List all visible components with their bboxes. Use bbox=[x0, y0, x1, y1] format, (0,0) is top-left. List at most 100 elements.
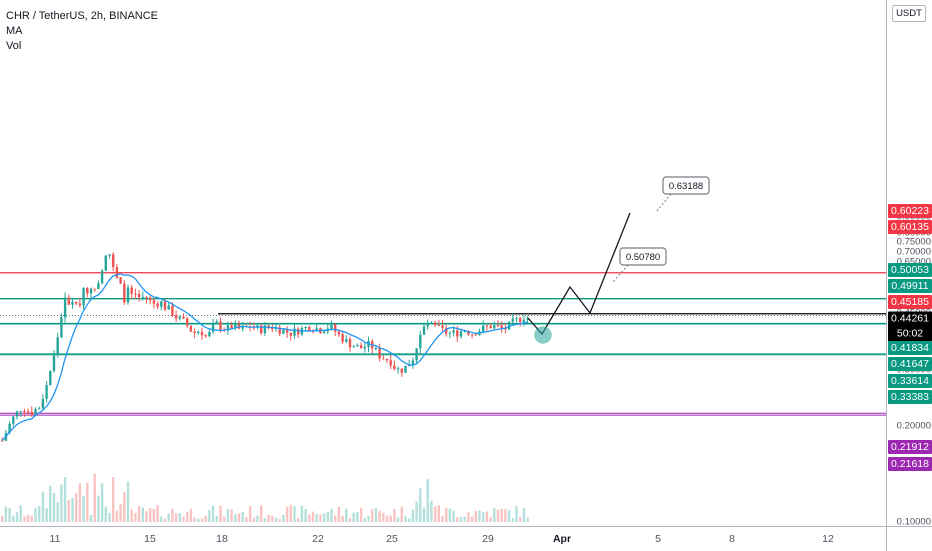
candle-body bbox=[330, 324, 333, 329]
candle-body bbox=[452, 330, 455, 333]
candle-body bbox=[237, 323, 241, 329]
volume-bar bbox=[141, 507, 144, 522]
volume-bar bbox=[441, 516, 444, 522]
candle-body bbox=[470, 334, 474, 336]
candle-body bbox=[252, 327, 255, 329]
time-tick: 15 bbox=[144, 533, 156, 545]
volume-bar bbox=[356, 512, 359, 522]
volume-bar bbox=[15, 512, 19, 522]
volume-bar bbox=[463, 516, 466, 522]
volume-indicator-label[interactable]: Vol bbox=[6, 40, 22, 52]
candle-body bbox=[411, 360, 415, 366]
candle-body bbox=[82, 287, 85, 306]
volume-bar bbox=[411, 509, 415, 522]
time-tick: 11 bbox=[49, 533, 61, 545]
candle-body bbox=[441, 325, 444, 328]
volume-bar bbox=[237, 513, 241, 522]
volume-bar bbox=[1, 515, 4, 522]
volume-bar bbox=[211, 505, 215, 522]
candle-body bbox=[167, 305, 170, 310]
candle-body bbox=[334, 324, 337, 332]
candle-body bbox=[507, 321, 511, 330]
candle-body bbox=[337, 331, 341, 335]
chart-area[interactable]: 0.63188 0.50780 CHR / TetherUS, 2h, BINAN… bbox=[0, 0, 886, 526]
volume-bar bbox=[256, 515, 259, 522]
candle-body bbox=[359, 345, 363, 349]
candle-body bbox=[363, 346, 366, 349]
volume-bar bbox=[219, 505, 222, 522]
candle-body bbox=[341, 334, 344, 342]
candle-body bbox=[463, 331, 466, 333]
volume-bar bbox=[289, 505, 292, 522]
candle-body bbox=[200, 331, 204, 336]
symbol-title[interactable]: CHR / TetherUS, 2h, BINANCE bbox=[6, 10, 159, 22]
candle-body bbox=[38, 408, 41, 410]
volume-bar bbox=[78, 483, 82, 522]
candle-body bbox=[430, 322, 433, 324]
price-tag: 0.50053 bbox=[888, 263, 932, 277]
candle-body bbox=[515, 318, 518, 320]
volume-bar bbox=[345, 508, 348, 522]
volume-bar bbox=[408, 518, 411, 522]
volume-bar bbox=[52, 493, 56, 522]
price-tag: 0.44261 50:02 bbox=[888, 311, 932, 342]
volume-bar bbox=[474, 510, 477, 522]
candle-body bbox=[260, 325, 263, 334]
volume-bar bbox=[71, 498, 74, 522]
candle-body bbox=[348, 338, 352, 348]
callout-pointer bbox=[655, 193, 672, 213]
price-tag: 0.60135 bbox=[888, 220, 932, 234]
ma-indicator-label[interactable]: MA bbox=[6, 25, 23, 37]
candle-body bbox=[126, 287, 130, 303]
candle-body bbox=[456, 330, 459, 337]
volume-bar bbox=[393, 508, 396, 522]
volume-bar bbox=[371, 509, 374, 522]
candle-body bbox=[356, 345, 359, 347]
volume-bar bbox=[234, 514, 237, 522]
callout-box bbox=[662, 176, 710, 195]
price-tag: 0.49911 bbox=[888, 279, 932, 293]
currency-label[interactable]: USDT bbox=[892, 5, 926, 22]
price-axis[interactable]: USDT 0.950000.900000.850000.800000.75000… bbox=[886, 0, 932, 528]
volume-bar bbox=[337, 506, 341, 522]
countdown-timer: 50:02 bbox=[896, 327, 924, 340]
candle-body bbox=[160, 301, 163, 307]
candle-body bbox=[41, 398, 45, 409]
volume-bar bbox=[108, 512, 111, 522]
volume-bar bbox=[75, 493, 78, 522]
candle-body bbox=[163, 301, 167, 310]
axis-corner bbox=[886, 526, 932, 551]
volume-bar bbox=[326, 511, 329, 522]
candle-body bbox=[374, 348, 378, 350]
volume-bar bbox=[263, 518, 267, 522]
candle-body bbox=[489, 325, 492, 329]
price-plot[interactable]: 0.63188 0.50780 bbox=[0, 0, 886, 526]
callout-label: 0.63188 bbox=[669, 181, 703, 192]
volume-bar bbox=[226, 509, 230, 522]
volume-bar bbox=[396, 517, 400, 522]
volume-bar bbox=[341, 515, 344, 522]
time-tick: Apr bbox=[552, 533, 572, 545]
volume-bar bbox=[274, 517, 278, 522]
candle-body bbox=[178, 316, 181, 319]
volume-bar bbox=[130, 509, 133, 522]
candle-body bbox=[67, 297, 70, 305]
volume-bar bbox=[30, 515, 33, 522]
volume-bar bbox=[126, 481, 130, 522]
volume-bar bbox=[34, 508, 37, 522]
candle-body bbox=[115, 267, 119, 278]
volume-bar bbox=[104, 506, 107, 522]
price-tag: 0.33383 bbox=[888, 390, 932, 404]
candle-body bbox=[75, 301, 78, 304]
candle-body bbox=[522, 319, 526, 322]
volume-bar bbox=[248, 506, 252, 522]
volume-bar bbox=[160, 516, 163, 522]
candle-body bbox=[419, 334, 422, 349]
time-axis[interactable]: 11 15 18 22 25 29 Apr 5 8 12 bbox=[0, 526, 886, 551]
volume-bar bbox=[49, 485, 52, 522]
volume-bar bbox=[452, 510, 455, 522]
candle-body bbox=[345, 338, 348, 342]
candle-body bbox=[60, 317, 63, 338]
candle-body bbox=[141, 296, 144, 298]
candle-body bbox=[97, 283, 100, 289]
